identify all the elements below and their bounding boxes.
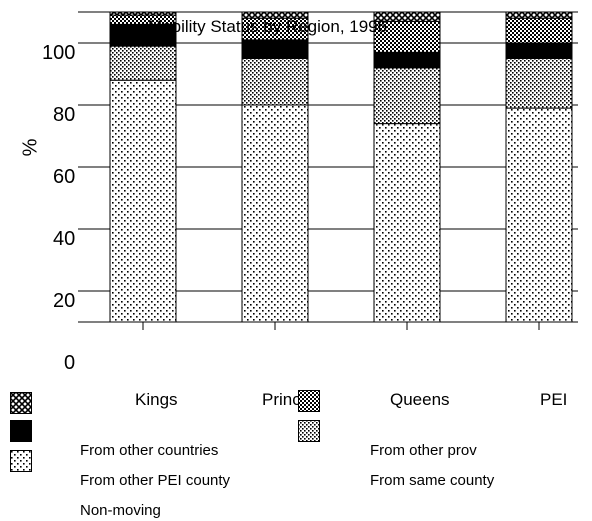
y-tick-label-20: 20: [53, 290, 76, 312]
legend-swatch-non-moving: [10, 450, 32, 472]
bar-segment-queens-from-other-countries: [373, 11, 441, 22]
bar-segment-pei-from-other-pei-county: [505, 42, 573, 59]
bars: [109, 11, 573, 323]
y-axis-label: %: [19, 138, 42, 157]
bar-segment-pei-from-same-county: [505, 58, 573, 109]
legend-label-from-same-county: From same county: [370, 472, 495, 489]
bar-segment-prince-non-moving: [241, 104, 309, 323]
legend-swatch-from-other-prov: [298, 390, 320, 412]
bar-segment-queens-non-moving: [373, 123, 441, 323]
bar-segment-prince-from-same-county: [241, 58, 309, 106]
y-tick-label-100: 100: [42, 42, 76, 64]
category-label-kings: Kings: [135, 390, 178, 409]
x-axis-ticks: [142, 322, 540, 330]
legend-swatch-from-other-pei-county: [10, 420, 32, 442]
bar-segment-kings-non-moving: [109, 79, 177, 323]
category-label-queens: Queens: [390, 390, 450, 409]
bar-segment-kings-from-same-county: [109, 45, 177, 81]
bar-segment-queens-from-other-pei-county: [373, 51, 441, 69]
legend-swatch-from-other-countries: [10, 392, 32, 414]
y-tick-label-80: 80: [53, 104, 76, 126]
y-tick-label-0: 0: [64, 352, 76, 374]
legend-label-from-other-pei-county: From other PEI county: [80, 472, 231, 489]
legend-label-non-moving: Non-moving: [80, 502, 161, 519]
bar-segment-queens-from-same-county: [373, 67, 441, 125]
bar-segment-kings-from-other-countries: [109, 11, 177, 16]
bar-segment-pei-non-moving: [505, 107, 573, 323]
y-tick-label-60: 60: [53, 166, 76, 188]
legend-swatch-from-same-county: [298, 420, 320, 442]
bar-segment-prince-from-other-pei-county: [241, 39, 309, 60]
bar-segment-prince-from-other-countries: [241, 11, 309, 19]
legend-label-from-other-countries: From other countries: [80, 442, 219, 459]
chart-title: Mobility Status by Region, 1996: [148, 17, 388, 36]
y-tick-label-40: 40: [53, 228, 76, 250]
legend-label-from-other-prov: From other prov: [370, 442, 477, 459]
category-label-pei: PEI: [540, 390, 568, 409]
bar-segment-queens-from-other-prov: [373, 20, 441, 53]
bar-segment-pei-from-other-countries: [505, 11, 573, 19]
bar-segment-pei-from-other-prov: [505, 17, 573, 44]
